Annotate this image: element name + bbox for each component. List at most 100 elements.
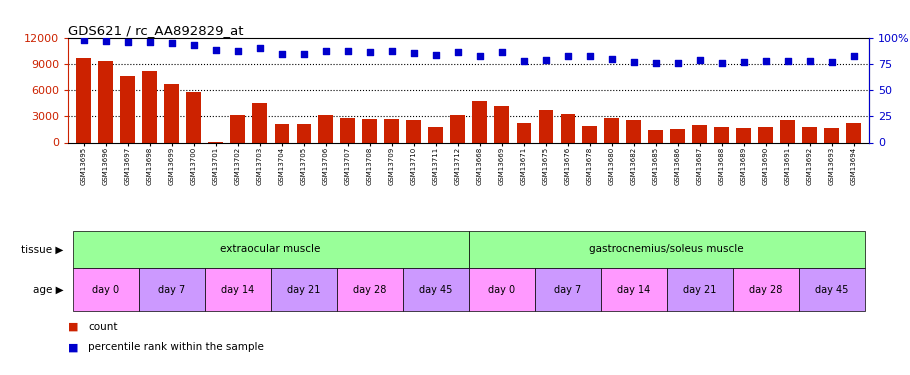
- Point: [824, 58, 839, 64]
- Text: day 45: day 45: [419, 285, 452, 295]
- Point: [494, 49, 509, 55]
- Text: day 21: day 21: [683, 285, 716, 295]
- Text: tissue ▶: tissue ▶: [21, 244, 64, 254]
- Bar: [98, 61, 113, 142]
- Point: [407, 50, 421, 56]
- Point: [362, 49, 377, 55]
- Bar: [385, 119, 399, 142]
- Point: [275, 51, 289, 57]
- Point: [297, 51, 311, 57]
- Bar: [649, 130, 662, 142]
- Bar: [846, 123, 861, 142]
- Bar: [582, 126, 597, 142]
- Point: [582, 53, 597, 59]
- Bar: [76, 58, 91, 142]
- Text: gastrocnemius/soleus muscle: gastrocnemius/soleus muscle: [590, 244, 744, 254]
- Point: [208, 47, 223, 53]
- Point: [76, 37, 91, 43]
- Text: day 14: day 14: [221, 285, 254, 295]
- Bar: [799, 268, 864, 311]
- Bar: [340, 118, 355, 142]
- Bar: [143, 71, 157, 142]
- Bar: [781, 120, 794, 142]
- Point: [318, 48, 333, 54]
- Point: [429, 53, 443, 58]
- Bar: [469, 268, 535, 311]
- Bar: [667, 268, 733, 311]
- Bar: [165, 84, 178, 142]
- Bar: [494, 106, 509, 142]
- Bar: [693, 125, 707, 142]
- Point: [252, 45, 267, 51]
- Bar: [402, 268, 469, 311]
- Bar: [297, 124, 311, 142]
- Point: [671, 60, 685, 66]
- Text: ■: ■: [68, 342, 79, 352]
- Text: count: count: [88, 322, 117, 332]
- Point: [846, 53, 861, 59]
- Bar: [362, 119, 377, 142]
- Bar: [230, 116, 245, 142]
- Bar: [535, 268, 601, 311]
- Bar: [671, 129, 685, 142]
- Point: [758, 58, 773, 64]
- Bar: [318, 116, 333, 142]
- Bar: [275, 124, 288, 142]
- Point: [626, 58, 641, 64]
- Bar: [120, 76, 135, 142]
- Point: [472, 53, 487, 59]
- Bar: [601, 268, 667, 311]
- Bar: [472, 101, 487, 142]
- Bar: [604, 118, 619, 142]
- Bar: [759, 127, 773, 142]
- Bar: [187, 92, 201, 142]
- Point: [98, 38, 113, 44]
- Bar: [73, 268, 138, 311]
- Bar: [803, 127, 817, 142]
- Bar: [429, 127, 443, 142]
- Text: day 7: day 7: [554, 285, 581, 295]
- Point: [450, 49, 465, 55]
- Point: [384, 48, 399, 54]
- Point: [187, 42, 201, 48]
- Point: [648, 60, 662, 66]
- Point: [120, 39, 135, 45]
- Bar: [824, 128, 839, 142]
- Bar: [626, 120, 641, 142]
- Bar: [539, 110, 552, 142]
- Point: [714, 60, 729, 66]
- Bar: [561, 114, 575, 142]
- Text: day 28: day 28: [353, 285, 387, 295]
- Text: day 28: day 28: [749, 285, 783, 295]
- Point: [142, 39, 157, 45]
- Text: day 7: day 7: [158, 285, 186, 295]
- Text: day 45: day 45: [815, 285, 848, 295]
- Text: day 14: day 14: [617, 285, 651, 295]
- Point: [340, 48, 355, 54]
- Point: [516, 58, 531, 64]
- Point: [539, 57, 553, 63]
- Text: day 0: day 0: [488, 285, 515, 295]
- Text: extraocular muscle: extraocular muscle: [220, 244, 321, 254]
- Point: [561, 53, 575, 59]
- Text: ■: ■: [68, 322, 79, 332]
- Point: [736, 58, 751, 64]
- Bar: [517, 123, 531, 142]
- Bar: [407, 120, 420, 142]
- Bar: [205, 268, 270, 311]
- Point: [604, 56, 619, 62]
- Text: day 0: day 0: [92, 285, 119, 295]
- Point: [781, 58, 795, 64]
- Bar: [733, 268, 799, 311]
- Bar: [73, 231, 469, 268]
- Point: [693, 57, 707, 63]
- Bar: [138, 268, 205, 311]
- Text: day 21: day 21: [287, 285, 320, 295]
- Bar: [714, 127, 729, 142]
- Text: percentile rank within the sample: percentile rank within the sample: [88, 342, 264, 352]
- Bar: [270, 268, 337, 311]
- Point: [230, 48, 245, 54]
- Point: [165, 40, 179, 46]
- Bar: [252, 103, 267, 142]
- Bar: [736, 128, 751, 142]
